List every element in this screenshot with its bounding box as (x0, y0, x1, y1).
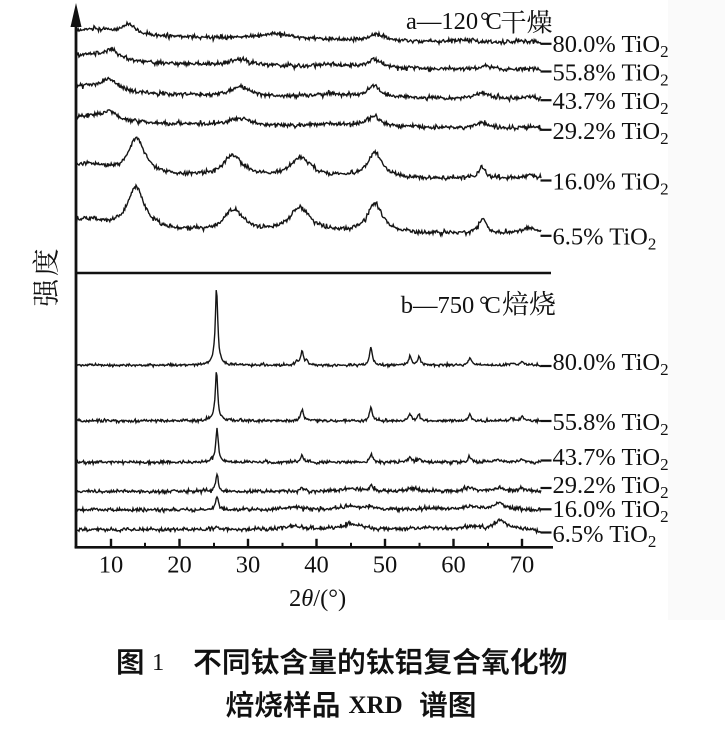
svg-text:70: 70 (510, 552, 535, 579)
svg-text:20: 20 (167, 552, 192, 579)
svg-text:60: 60 (441, 552, 466, 579)
svg-text:XRD: XRD (349, 692, 403, 719)
svg-text:29.2% TiO2: 29.2% TiO2 (553, 472, 669, 502)
svg-text:1: 1 (152, 649, 164, 676)
svg-text:40: 40 (304, 552, 329, 579)
svg-text:30: 30 (236, 552, 261, 579)
svg-text:43.7% TiO2: 43.7% TiO2 (553, 88, 669, 118)
svg-text:a—120: a—120 (406, 8, 478, 35)
svg-text:6.5% TiO2: 6.5% TiO2 (553, 224, 657, 254)
svg-text:43.7% TiO2: 43.7% TiO2 (553, 444, 669, 474)
svg-text:°: ° (480, 8, 490, 35)
svg-text:55.8% TiO2: 55.8% TiO2 (553, 409, 669, 439)
svg-text:16.0% TiO2: 16.0% TiO2 (553, 169, 669, 199)
svg-text:C: C (486, 8, 502, 35)
svg-text:50: 50 (373, 552, 398, 579)
svg-text:2θ/(°): 2θ/(°) (289, 585, 346, 612)
svg-text:10: 10 (99, 552, 124, 579)
svg-text:55.8% TiO2: 55.8% TiO2 (553, 60, 669, 90)
svg-text:C: C (485, 292, 501, 319)
svg-text:b—750: b—750 (401, 292, 475, 319)
svg-text:29.2% TiO2: 29.2% TiO2 (553, 118, 669, 148)
svg-text:6.5% TiO2: 6.5% TiO2 (553, 521, 657, 551)
svg-text:80.0% TiO2: 80.0% TiO2 (553, 349, 669, 379)
svg-text:16.0% TiO2: 16.0% TiO2 (553, 496, 669, 526)
svg-text:°: ° (479, 292, 489, 319)
svg-text:80.0% TiO2: 80.0% TiO2 (553, 31, 669, 61)
